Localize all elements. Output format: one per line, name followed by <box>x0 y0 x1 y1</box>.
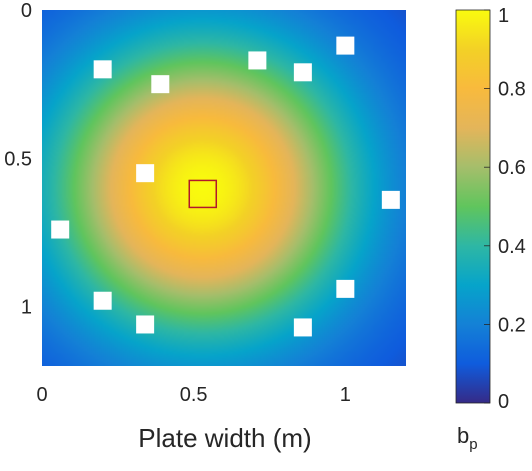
plot-area <box>42 10 406 366</box>
sensor-marker <box>248 51 267 70</box>
sensor-marker <box>93 60 112 79</box>
sensor-marker <box>381 190 400 209</box>
x-tick-label: 0.5 <box>180 384 208 406</box>
colorbar: 0 0.2 0.4 0.6 0.8 1 bp <box>455 5 526 453</box>
colorbar-tick-label: 0.6 <box>498 157 526 179</box>
sensor-marker <box>336 279 355 298</box>
sensor-marker <box>136 164 155 183</box>
x-axis-ticks: 0 0.5 1 <box>36 384 350 406</box>
colorbar-tick-label: 0.2 <box>498 314 526 336</box>
colorbar-tick-label: 0.4 <box>498 236 526 258</box>
source-marker <box>188 179 218 209</box>
sensor-marker <box>336 36 355 55</box>
x-tick-label: 1 <box>340 384 351 406</box>
sensor-markers <box>51 36 400 337</box>
sensor-marker <box>93 291 112 310</box>
colorbar-tick-label: 0 <box>498 391 509 413</box>
colorbar-label-main: b <box>457 423 469 448</box>
colorbar-label-subscript: p <box>469 436 477 453</box>
y-tick-label: 0.5 <box>4 148 32 170</box>
colorbar-ticks: 0 0.2 0.4 0.6 0.8 1 <box>484 5 526 413</box>
sensor-marker <box>293 63 312 82</box>
colorbar-tick-label: 1 <box>498 5 509 27</box>
y-axis-ticks: 00.51 <box>4 0 32 319</box>
colorbar-tick-label: 0.8 <box>498 79 526 101</box>
sensor-marker <box>51 220 70 239</box>
sensor-marker <box>136 315 155 334</box>
sensor-marker <box>151 75 170 94</box>
y-tick-label: 1 <box>21 297 32 319</box>
x-axis-label: Plate width (m) <box>138 423 311 453</box>
y-tick-label: 0 <box>21 0 32 22</box>
colorbar-label: bp <box>457 423 478 453</box>
x-tick-label: 0 <box>36 384 47 406</box>
colorbar-gradient <box>455 9 491 404</box>
sensor-marker <box>293 318 312 337</box>
